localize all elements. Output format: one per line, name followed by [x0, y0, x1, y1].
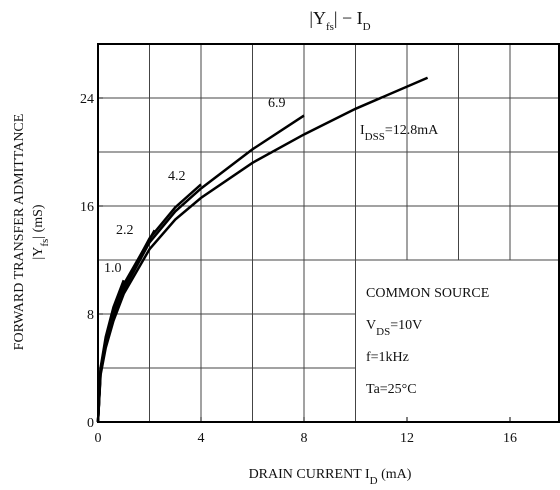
y-axis-label-part: | (mS)	[31, 204, 46, 239]
x-tick-label: 8	[301, 431, 308, 446]
y-axis-label-part: |Y	[31, 247, 46, 260]
curve	[96, 229, 156, 423]
condition-text-part: COMMON SOURCE	[366, 286, 489, 301]
condition-text-part: DS	[376, 326, 390, 338]
condition-box	[355, 259, 560, 423]
condition-text: VDS=10V	[366, 318, 422, 338]
series-label-part: I	[360, 123, 365, 138]
series-label-part: =12.8mA	[385, 123, 439, 138]
plot-frame	[97, 43, 560, 423]
y-axis-label: |Yfs| (mS)	[31, 204, 51, 260]
chart-title-part: |Y	[309, 8, 326, 28]
condition-text-part: =10V	[390, 318, 422, 333]
x-axis-label-part: (mA)	[378, 467, 412, 482]
series-label-part: DSS	[365, 131, 385, 143]
x-axis-label-part: DRAIN CURRENT I	[249, 467, 370, 482]
x-tick-label: 0	[95, 431, 102, 446]
x-axis-label: DRAIN CURRENT ID (mA)	[249, 467, 412, 487]
series-label: 4.2	[168, 169, 186, 184]
y-tick-label: 16	[80, 200, 94, 215]
condition-text: COMMON SOURCE	[366, 286, 489, 301]
condition-text-part: V	[366, 318, 376, 333]
x-tick-label: 16	[503, 431, 517, 446]
y-axis-label-part: fs	[39, 239, 51, 247]
curve	[96, 76, 429, 423]
condition-text: Ta=25°C	[366, 382, 417, 397]
x-axis-label-part: D	[370, 475, 378, 487]
series-label: 1.0	[104, 261, 122, 276]
series-label: 2.2	[116, 223, 134, 238]
condition-text-part: Ta=25°C	[366, 382, 417, 397]
y-tick-label: 0	[87, 416, 94, 431]
chart-title: |Yfs| − ID	[309, 8, 370, 33]
condition-text-part: f=1kHz	[366, 350, 409, 365]
y-tick-label: 8	[87, 308, 94, 323]
y-axis-label: FORWARD TRANSFER ADMITTANCE	[12, 114, 27, 351]
series-label: 6.9	[268, 96, 286, 111]
chart-title-part: fs	[326, 21, 334, 33]
condition-text: f=1kHz	[366, 350, 409, 365]
x-tick-label: 12	[400, 431, 414, 446]
chart-title-part: | − I	[334, 8, 363, 28]
x-tick-label: 4	[198, 431, 205, 446]
series-label: IDSS=12.8mA	[360, 123, 439, 143]
y-tick-label: 24	[80, 92, 94, 107]
chart-title-part: D	[363, 21, 371, 33]
